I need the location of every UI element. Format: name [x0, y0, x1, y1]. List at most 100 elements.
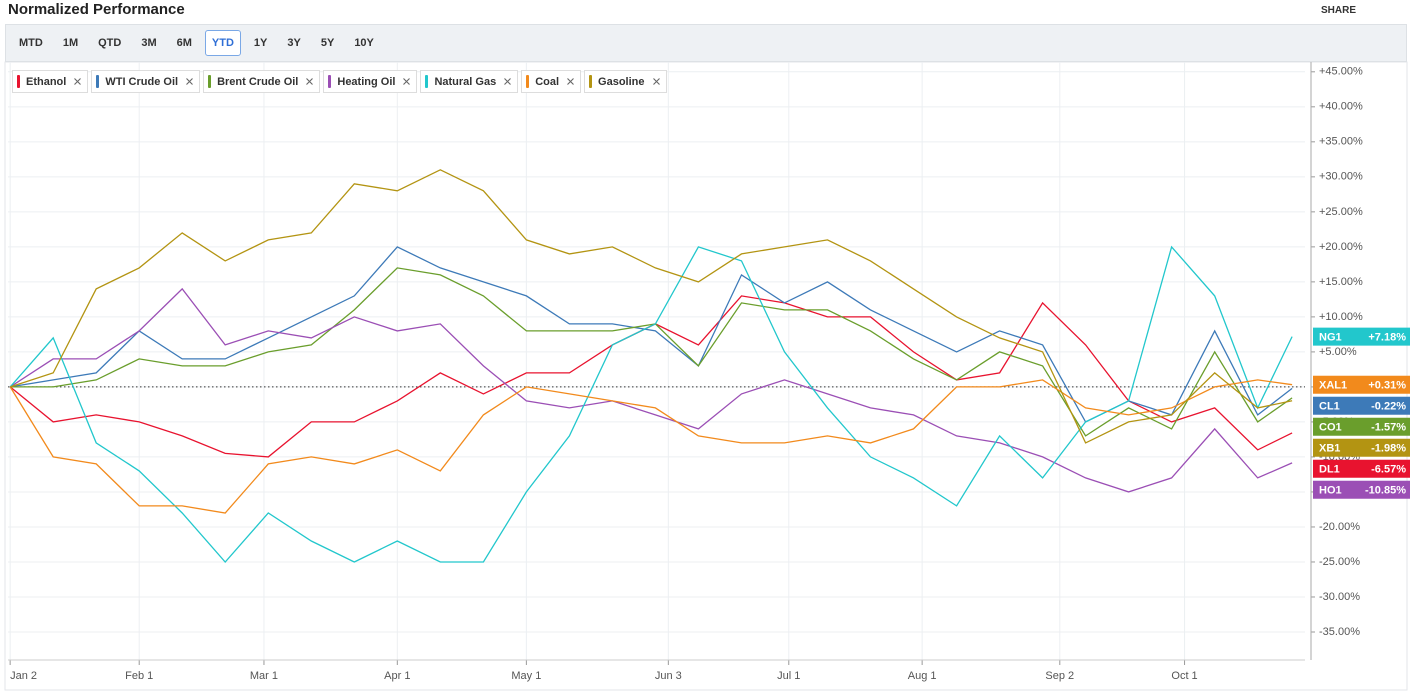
period-button[interactable]: 1M	[62, 37, 79, 49]
x-tick-label: May 1	[511, 670, 541, 682]
x-tick-label: Jul 1	[777, 670, 800, 682]
end-label: CL1 -0.22%	[1313, 396, 1410, 415]
y-tick-label: -30.00%	[1319, 591, 1360, 603]
y-tick-label: -25.00%	[1319, 556, 1360, 568]
period-toolbar: MTD 1M QTD 3M 6M YTD 1Y 3Y 5Y 10Y	[5, 24, 1407, 62]
legend-label: Ethanol	[26, 75, 67, 88]
legend-swatch	[526, 75, 530, 88]
legend-label: WTI Crude Oil	[105, 75, 179, 88]
close-icon[interactable]	[403, 77, 411, 85]
x-tick-label: Feb 1	[125, 670, 153, 682]
legend: Ethanol WTI Crude Oil Brent Crude Oil Heati…	[12, 70, 667, 93]
x-tick-label: Sep 2	[1045, 670, 1074, 682]
y-tick-label: +15.00%	[1319, 276, 1363, 288]
x-tick-label: Apr 1	[384, 670, 410, 682]
end-label-ticker: NG1	[1319, 332, 1342, 344]
remove-icon[interactable]	[504, 76, 512, 88]
y-tick-label: +40.00%	[1319, 101, 1363, 113]
period-button[interactable]: 5Y	[320, 37, 335, 49]
period-button[interactable]: 1Y	[253, 37, 268, 49]
x-tick-label: Mar 1	[250, 670, 278, 682]
period-button[interactable]: MTD	[19, 37, 43, 49]
end-label-box	[1313, 375, 1410, 394]
period-button[interactable]: QTD	[98, 37, 122, 49]
close-icon[interactable]	[74, 77, 82, 85]
remove-icon[interactable]	[652, 76, 660, 88]
y-tick-label: +25.00%	[1319, 206, 1363, 218]
period-button[interactable]: 10Y	[354, 37, 374, 49]
end-label-value: -0.22%	[1371, 401, 1406, 413]
x-tick-label: Oct 1	[1171, 670, 1197, 682]
x-tick-label: Jun 3	[655, 670, 682, 682]
end-label-value: -1.57%	[1371, 422, 1406, 434]
end-label-value: -1.98%	[1371, 443, 1406, 455]
remove-icon[interactable]	[74, 76, 82, 88]
period-button[interactable]: 6M	[176, 37, 192, 49]
y-tick-label: +35.00%	[1319, 136, 1363, 148]
legend-label: Brent Crude Oil	[217, 75, 299, 88]
y-tick-label: +30.00%	[1319, 171, 1363, 183]
legend-swatch	[425, 75, 429, 88]
x-tick-label: Jan 2	[10, 670, 37, 682]
legend-swatch	[328, 75, 332, 88]
close-icon[interactable]	[186, 77, 193, 85]
share-button[interactable]: SHARE	[1321, 5, 1356, 16]
legend-label: Gasoline	[598, 75, 645, 88]
end-label-ticker: XB1	[1319, 443, 1340, 455]
end-label-ticker: DL1	[1319, 464, 1340, 476]
remove-icon[interactable]	[403, 76, 411, 88]
legend-label: Heating Oil	[337, 75, 396, 88]
end-label: HO1 -10.85%	[1313, 480, 1410, 499]
legend-chip[interactable]: WTI Crude Oil	[91, 70, 201, 93]
end-label-ticker: CO1	[1319, 422, 1342, 434]
end-label-value: +7.18%	[1368, 332, 1406, 344]
end-label: CO1 -1.57%	[1313, 417, 1410, 436]
close-icon[interactable]	[504, 77, 512, 85]
period-button[interactable]: YTD	[204, 30, 241, 56]
y-tick-label: +20.00%	[1319, 241, 1363, 253]
end-label-box	[1313, 480, 1410, 499]
y-tick-label: -35.00%	[1319, 626, 1360, 638]
legend-chip[interactable]: Brent Crude Oil	[203, 70, 321, 93]
end-label: XB1 -1.98%	[1313, 438, 1410, 457]
end-label-value: -6.57%	[1371, 464, 1406, 476]
legend-chip[interactable]: Natural Gas	[420, 70, 519, 93]
period-button[interactable]: 3M	[141, 37, 157, 49]
end-label: XAL1 +0.31%	[1313, 375, 1410, 394]
end-label: NG1 +7.18%	[1313, 327, 1410, 346]
legend-chip[interactable]: Coal	[521, 70, 582, 93]
end-label: DL1 -6.57%	[1313, 459, 1410, 478]
close-icon[interactable]	[652, 77, 660, 85]
end-label-box	[1313, 438, 1410, 457]
series-line	[9, 287, 1293, 493]
series-line	[9, 295, 1293, 458]
legend-swatch	[96, 75, 100, 88]
close-icon[interactable]	[567, 77, 574, 85]
close-icon[interactable]	[306, 77, 314, 85]
legend-label: Coal	[535, 75, 560, 88]
end-label-box	[1313, 417, 1410, 436]
series-line	[9, 245, 1293, 563]
legend-chip[interactable]: Ethanol	[12, 70, 89, 93]
chart-title: Normalized Performance	[8, 1, 185, 18]
remove-icon[interactable]	[306, 76, 314, 88]
end-label-box	[1313, 327, 1410, 346]
y-tick-label: -20.00%	[1319, 521, 1360, 533]
legend-swatch	[17, 75, 20, 88]
remove-icon[interactable]	[186, 76, 193, 88]
end-label-ticker: CL1	[1319, 401, 1340, 413]
end-label-ticker: XAL1	[1319, 380, 1347, 392]
end-label-ticker: HO1	[1319, 485, 1342, 497]
y-tick-label: +45.00%	[1319, 66, 1363, 78]
series-line	[9, 169, 1293, 444]
share-label[interactable]: SHARE	[1320, 5, 1356, 16]
end-label-box	[1313, 459, 1410, 478]
period-button[interactable]: 3Y	[287, 37, 301, 49]
remove-icon[interactable]	[567, 76, 574, 88]
legend-chip[interactable]: Heating Oil	[323, 70, 418, 93]
y-tick-label: +10.00%	[1319, 311, 1363, 323]
x-tick-label: Aug 1	[908, 670, 937, 682]
legend-chip[interactable]: Gasoline	[584, 70, 667, 93]
